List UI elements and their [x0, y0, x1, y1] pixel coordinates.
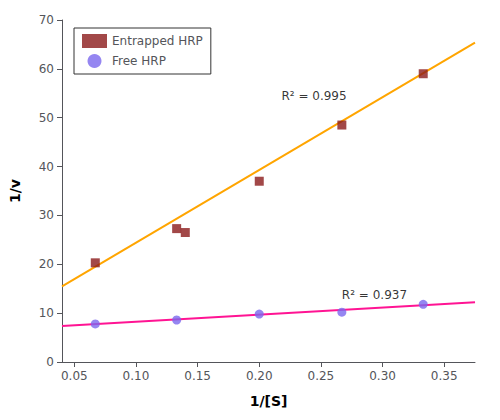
svg-text:50: 50: [39, 111, 54, 125]
svg-text:30: 30: [39, 208, 54, 222]
svg-text:R² = 0.937: R² = 0.937: [342, 288, 407, 302]
svg-text:0.15: 0.15: [184, 369, 211, 383]
svg-text:0.20: 0.20: [246, 369, 273, 383]
svg-text:40: 40: [39, 160, 54, 174]
svg-text:20: 20: [39, 257, 54, 271]
svg-text:0.10: 0.10: [123, 369, 150, 383]
svg-text:0.30: 0.30: [369, 369, 396, 383]
svg-text:1/[S]: 1/[S]: [250, 393, 288, 409]
svg-text:0.35: 0.35: [431, 369, 458, 383]
svg-text:1/v: 1/v: [7, 179, 23, 203]
svg-text:10: 10: [39, 306, 54, 320]
svg-text:0: 0: [46, 355, 54, 369]
svg-text:0.05: 0.05: [61, 369, 88, 383]
svg-text:70: 70: [39, 13, 54, 27]
svg-text:Free HRP: Free HRP: [112, 54, 166, 68]
svg-text:Entrapped HRP: Entrapped HRP: [112, 34, 203, 48]
svg-text:R² = 0.995: R² = 0.995: [281, 89, 346, 103]
svg-text:60: 60: [39, 62, 54, 76]
svg-text:0.25: 0.25: [308, 369, 335, 383]
